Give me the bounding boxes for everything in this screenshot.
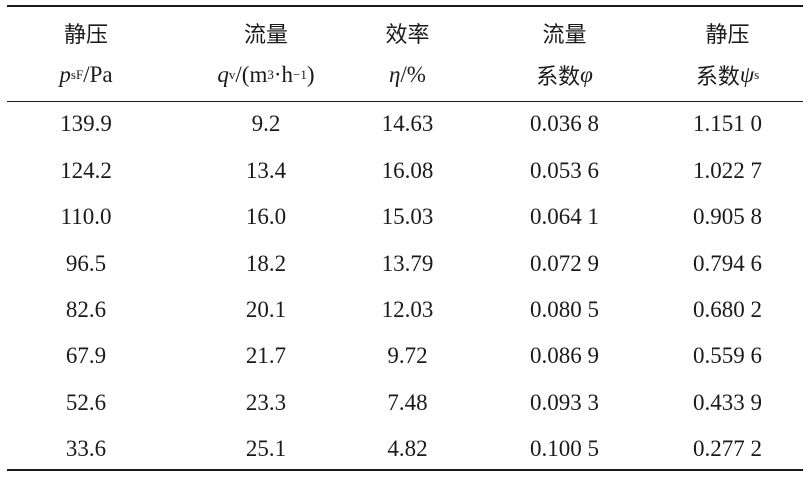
header-unit-flow: q v/(m 3 ·h −1) [217,62,315,87]
header-flow-coefficient: 流量 [542,23,587,48]
table-row: 139.9 9.2 14.63 0.036 8 1.151 0 [0,101,810,147]
table-cell: 0.064 1 [530,204,599,229]
table-cell: 9.2 [251,111,281,136]
table-cell: 21.7 [245,343,287,368]
table-cell: 0.053 6 [530,158,599,183]
header-rule [7,101,803,102]
table-cell: 0.080 5 [530,297,599,322]
table-cell: 18.2 [245,251,287,276]
table-cell: 0.433 9 [693,390,762,415]
header-symbol-psi: 系数 ψ s [695,62,760,90]
table-cell: 52.6 [65,390,107,415]
table-row: 52.6 23.3 7.48 0.093 3 0.433 9 [0,380,810,426]
table-cell: 110.0 [60,204,112,229]
table-cell: 25.1 [245,436,287,461]
header-row-2: p sF/Pa q v/(m 3 ·h −1) η/% 系数 φ 系数 ψ s [0,52,810,98]
table-cell: 96.5 [65,251,107,276]
table-cell: 82.6 [65,297,107,322]
table-row: 124.2 13.4 16.08 0.053 6 1.022 7 [0,148,810,194]
header-symbol-phi: 系数 φ [536,62,593,90]
table-cell: 1.151 0 [693,111,762,136]
table-cell: 139.9 [60,111,112,136]
header-unit-efficiency: η/% [389,62,426,87]
table-cell: 124.2 [60,158,112,183]
table-cell: 67.9 [65,343,107,368]
header-efficiency: 效率 [385,23,430,48]
table-row: 67.9 21.7 9.72 0.086 9 0.559 6 [0,333,810,379]
table-row: 33.6 25.1 4.82 0.100 5 0.277 2 [0,426,810,472]
table-cell: 15.03 [381,204,434,229]
table-cell: 14.63 [381,111,434,136]
table-cell: 0.905 8 [693,204,762,229]
table-row: 110.0 16.0 15.03 0.064 1 0.905 8 [0,194,810,240]
table-cell: 1.022 7 [693,158,762,183]
table-cell: 0.036 8 [530,111,599,136]
table-cell: 16.0 [245,204,287,229]
header-unit-pressure: p sF/Pa [59,62,113,87]
table-cell: 33.6 [65,436,107,461]
table-cell: 7.48 [387,390,428,415]
bottom-rule [7,469,803,471]
header-static-pressure: 静压 [63,23,108,48]
table-cell: 0.086 9 [530,343,599,368]
table-cell: 13.79 [381,251,434,276]
table-cell: 0.680 2 [693,297,762,322]
header-flow: 流量 [243,23,288,48]
table-cell: 9.72 [387,343,428,368]
table-cell: 0.559 6 [693,343,762,368]
top-rule [7,5,803,7]
table-row: 82.6 20.1 12.03 0.080 5 0.680 2 [0,287,810,333]
table-cell: 16.08 [381,158,434,183]
table-cell: 0.072 9 [530,251,599,276]
table-cell: 20.1 [245,297,287,322]
table-cell: 13.4 [245,158,287,183]
header-row-1: 静压 流量 效率 流量 静压 [0,10,810,56]
table-cell: 0.100 5 [530,436,599,461]
table-cell: 0.277 2 [693,436,762,461]
header-pressure-coefficient: 静压 [705,23,750,48]
table-cell: 0.093 3 [530,390,599,415]
table-row: 96.5 18.2 13.79 0.072 9 0.794 6 [0,241,810,287]
table-cell: 0.794 6 [693,251,762,276]
table-cell: 12.03 [381,297,434,322]
table-cell: 4.82 [387,436,428,461]
table-cell: 23.3 [245,390,287,415]
